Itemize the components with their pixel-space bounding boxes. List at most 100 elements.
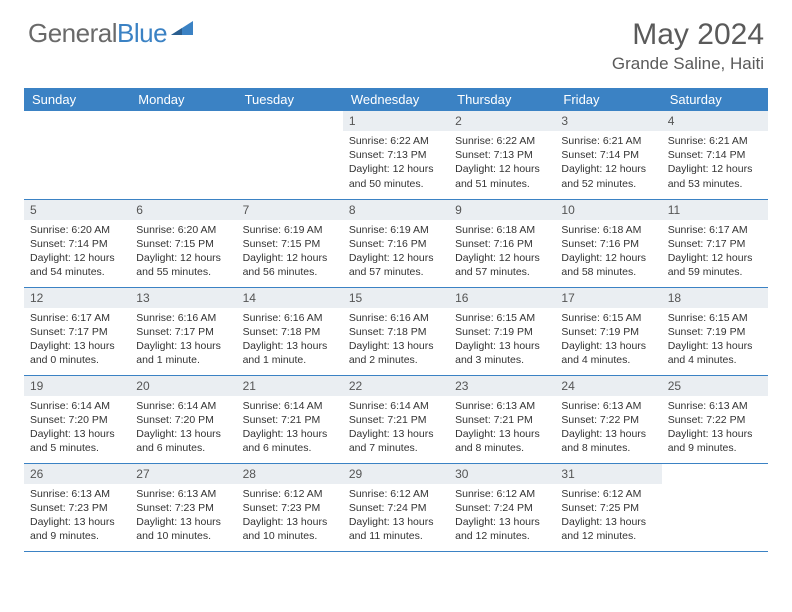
calendar-day-cell: 3Sunrise: 6:21 AMSunset: 7:14 PMDaylight… [555,111,661,199]
day-number: 21 [237,376,343,396]
daylight-line2: and 50 minutes. [349,177,443,191]
calendar-day-cell: 31Sunrise: 6:12 AMSunset: 7:25 PMDayligh… [555,463,661,551]
daylight-line2: and 9 minutes. [668,441,762,455]
sunset-text: Sunset: 7:15 PM [243,237,337,251]
day-number: 11 [662,200,768,220]
day-number: 6 [130,200,236,220]
sunset-text: Sunset: 7:13 PM [349,148,443,162]
location-subtitle: Grande Saline, Haiti [612,54,764,74]
sunrise-text: Sunrise: 6:14 AM [349,399,443,413]
calendar-day-cell [24,111,130,199]
brand-triangle-icon [171,21,193,39]
weekday-header: Monday [130,88,236,111]
day-details: Sunrise: 6:14 AMSunset: 7:21 PMDaylight:… [343,396,449,460]
calendar-day-cell: 10Sunrise: 6:18 AMSunset: 7:16 PMDayligh… [555,199,661,287]
sunset-text: Sunset: 7:21 PM [243,413,337,427]
daylight-line1: Daylight: 13 hours [243,339,337,353]
calendar-header-row: Sunday Monday Tuesday Wednesday Thursday… [24,88,768,111]
calendar-day-cell: 22Sunrise: 6:14 AMSunset: 7:21 PMDayligh… [343,375,449,463]
day-number: 28 [237,464,343,484]
daylight-line2: and 1 minute. [136,353,230,367]
day-number: 4 [662,111,768,131]
calendar-day-cell: 2Sunrise: 6:22 AMSunset: 7:13 PMDaylight… [449,111,555,199]
day-number: 22 [343,376,449,396]
sunrise-text: Sunrise: 6:16 AM [243,311,337,325]
day-details: Sunrise: 6:12 AMSunset: 7:24 PMDaylight:… [449,484,555,548]
day-number: 17 [555,288,661,308]
day-number: 14 [237,288,343,308]
weekday-header: Wednesday [343,88,449,111]
daylight-line2: and 12 minutes. [561,529,655,543]
sunrise-text: Sunrise: 6:18 AM [561,223,655,237]
calendar-day-cell: 30Sunrise: 6:12 AMSunset: 7:24 PMDayligh… [449,463,555,551]
calendar-body: 1Sunrise: 6:22 AMSunset: 7:13 PMDaylight… [24,111,768,551]
day-details: Sunrise: 6:20 AMSunset: 7:14 PMDaylight:… [24,220,130,284]
day-details: Sunrise: 6:15 AMSunset: 7:19 PMDaylight:… [662,308,768,372]
daylight-line1: Daylight: 13 hours [136,339,230,353]
calendar-day-cell: 15Sunrise: 6:16 AMSunset: 7:18 PMDayligh… [343,287,449,375]
day-number: 27 [130,464,236,484]
calendar-day-cell: 18Sunrise: 6:15 AMSunset: 7:19 PMDayligh… [662,287,768,375]
calendar-week-row: 19Sunrise: 6:14 AMSunset: 7:20 PMDayligh… [24,375,768,463]
sunset-text: Sunset: 7:24 PM [349,501,443,515]
sunrise-text: Sunrise: 6:13 AM [668,399,762,413]
calendar-day-cell: 6Sunrise: 6:20 AMSunset: 7:15 PMDaylight… [130,199,236,287]
calendar-week-row: 1Sunrise: 6:22 AMSunset: 7:13 PMDaylight… [24,111,768,199]
sunrise-text: Sunrise: 6:21 AM [668,134,762,148]
day-number: 3 [555,111,661,131]
day-details: Sunrise: 6:13 AMSunset: 7:22 PMDaylight:… [555,396,661,460]
day-number: 31 [555,464,661,484]
day-number: 19 [24,376,130,396]
day-details: Sunrise: 6:12 AMSunset: 7:23 PMDaylight:… [237,484,343,548]
sunrise-text: Sunrise: 6:18 AM [455,223,549,237]
daylight-line1: Daylight: 12 hours [349,251,443,265]
brand-logo: GeneralBlue [28,18,193,49]
calendar-day-cell [130,111,236,199]
sunset-text: Sunset: 7:20 PM [30,413,124,427]
day-details: Sunrise: 6:21 AMSunset: 7:14 PMDaylight:… [662,131,768,195]
sunset-text: Sunset: 7:22 PM [668,413,762,427]
daylight-line2: and 7 minutes. [349,441,443,455]
weekday-header: Thursday [449,88,555,111]
weekday-header: Saturday [662,88,768,111]
daylight-line1: Daylight: 13 hours [30,339,124,353]
sunset-text: Sunset: 7:16 PM [561,237,655,251]
weekday-header: Tuesday [237,88,343,111]
day-details: Sunrise: 6:21 AMSunset: 7:14 PMDaylight:… [555,131,661,195]
day-details: Sunrise: 6:20 AMSunset: 7:15 PMDaylight:… [130,220,236,284]
day-details: Sunrise: 6:17 AMSunset: 7:17 PMDaylight:… [662,220,768,284]
sunrise-text: Sunrise: 6:21 AM [561,134,655,148]
day-number: 23 [449,376,555,396]
day-details: Sunrise: 6:19 AMSunset: 7:16 PMDaylight:… [343,220,449,284]
daylight-line1: Daylight: 13 hours [561,515,655,529]
daylight-line2: and 4 minutes. [668,353,762,367]
daylight-line2: and 53 minutes. [668,177,762,191]
daylight-line2: and 54 minutes. [30,265,124,279]
daylight-line2: and 4 minutes. [561,353,655,367]
sunrise-text: Sunrise: 6:22 AM [349,134,443,148]
day-details: Sunrise: 6:15 AMSunset: 7:19 PMDaylight:… [555,308,661,372]
day-details: Sunrise: 6:14 AMSunset: 7:20 PMDaylight:… [24,396,130,460]
calendar-week-row: 5Sunrise: 6:20 AMSunset: 7:14 PMDaylight… [24,199,768,287]
daylight-line1: Daylight: 13 hours [243,515,337,529]
calendar-day-cell: 28Sunrise: 6:12 AMSunset: 7:23 PMDayligh… [237,463,343,551]
sunset-text: Sunset: 7:24 PM [455,501,549,515]
day-number: 24 [555,376,661,396]
day-number: 9 [449,200,555,220]
sunrise-text: Sunrise: 6:16 AM [349,311,443,325]
sunrise-text: Sunrise: 6:20 AM [30,223,124,237]
sunrise-text: Sunrise: 6:14 AM [136,399,230,413]
calendar-day-cell: 24Sunrise: 6:13 AMSunset: 7:22 PMDayligh… [555,375,661,463]
daylight-line1: Daylight: 12 hours [561,162,655,176]
day-number: 26 [24,464,130,484]
sunset-text: Sunset: 7:21 PM [349,413,443,427]
daylight-line1: Daylight: 13 hours [136,427,230,441]
sunset-text: Sunset: 7:13 PM [455,148,549,162]
calendar-day-cell: 26Sunrise: 6:13 AMSunset: 7:23 PMDayligh… [24,463,130,551]
sunrise-text: Sunrise: 6:13 AM [455,399,549,413]
sunset-text: Sunset: 7:18 PM [349,325,443,339]
day-number: 25 [662,376,768,396]
sunset-text: Sunset: 7:25 PM [561,501,655,515]
day-number: 20 [130,376,236,396]
day-number: 18 [662,288,768,308]
